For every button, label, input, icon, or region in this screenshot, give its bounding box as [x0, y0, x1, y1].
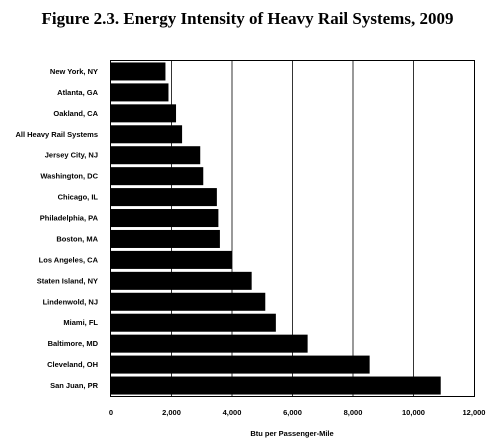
x-tick-label: 4,000 — [223, 408, 242, 417]
category-label: Los Angeles, CA — [39, 255, 99, 264]
x-tick-label: 6,000 — [283, 408, 302, 417]
bar — [111, 167, 204, 186]
bar — [111, 125, 183, 144]
x-tick-label: 8,000 — [344, 408, 363, 417]
bar — [111, 188, 217, 207]
x-axis-label: Btu per Passenger-Mile — [250, 429, 333, 438]
bar — [111, 376, 441, 395]
bar — [111, 250, 232, 269]
category-label: San Juan, PR — [50, 381, 99, 390]
bar — [111, 229, 220, 248]
category-label: Philadelphia, PA — [40, 214, 99, 223]
category-label: Baltimore, MD — [48, 339, 99, 348]
bar — [111, 355, 370, 374]
bar — [111, 62, 166, 81]
category-label: Atlanta, GA — [57, 88, 98, 97]
category-label: Washington, DC — [40, 172, 98, 181]
x-tick-label: 0 — [109, 408, 113, 417]
bar — [111, 209, 219, 228]
bar — [111, 146, 201, 165]
x-tick-label: 2,000 — [162, 408, 181, 417]
bar — [111, 271, 252, 290]
category-label: Boston, MA — [56, 234, 98, 243]
chart-title: Figure 2.3. Energy Intensity of Heavy Ra… — [41, 9, 454, 28]
category-label: All Heavy Rail Systems — [15, 130, 98, 139]
bar — [111, 292, 266, 311]
x-tick-label: 12,000 — [463, 408, 486, 417]
x-tick-labels: 0 2,000 4,000 6,000 8,000 10,000 12,000 — [109, 408, 486, 417]
category-labels: New York, NY Atlanta, GA Oakland, CA All He… — [15, 67, 98, 390]
bar — [111, 313, 276, 332]
bar — [111, 104, 177, 123]
x-tick-label: 10,000 — [402, 408, 425, 417]
category-label: Staten Island, NY — [37, 276, 98, 285]
category-label: Cleveland, OH — [47, 360, 98, 369]
bar — [111, 83, 169, 102]
category-label: Lindenwold, NJ — [43, 297, 98, 306]
bar — [111, 334, 308, 353]
category-label: Miami, FL — [63, 318, 98, 327]
category-label: Chicago, IL — [58, 193, 99, 202]
category-label: New York, NY — [50, 67, 98, 76]
bars — [111, 62, 441, 395]
category-label: Jersey City, NJ — [45, 151, 98, 160]
category-label: Oakland, CA — [53, 109, 98, 118]
